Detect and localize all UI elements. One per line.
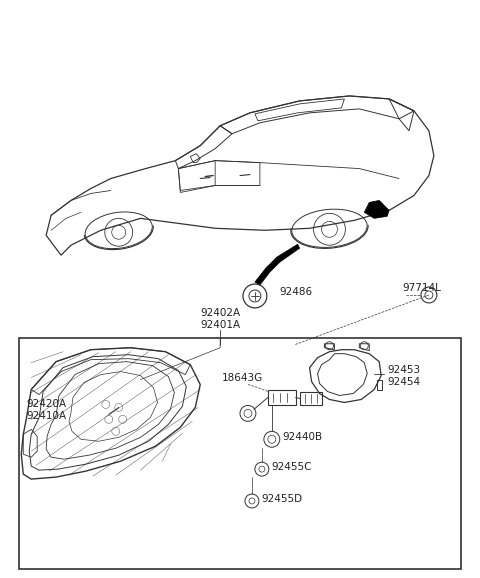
Text: 92455D: 92455D <box>262 494 303 504</box>
Bar <box>19 338 461 569</box>
Text: 92402A: 92402A <box>200 308 240 318</box>
Text: 92440B: 92440B <box>283 432 323 442</box>
Polygon shape <box>255 244 300 285</box>
Text: 92410A: 92410A <box>26 412 66 421</box>
Text: 92453: 92453 <box>387 365 420 375</box>
Text: 92455C: 92455C <box>272 462 312 472</box>
Text: 92420A: 92420A <box>26 399 66 409</box>
Text: 92401A: 92401A <box>200 320 240 330</box>
Text: 97714L: 97714L <box>402 283 441 293</box>
Polygon shape <box>364 201 389 218</box>
Text: 92486: 92486 <box>280 287 313 297</box>
Text: 18643G: 18643G <box>222 373 264 383</box>
Text: 92454: 92454 <box>387 376 420 387</box>
